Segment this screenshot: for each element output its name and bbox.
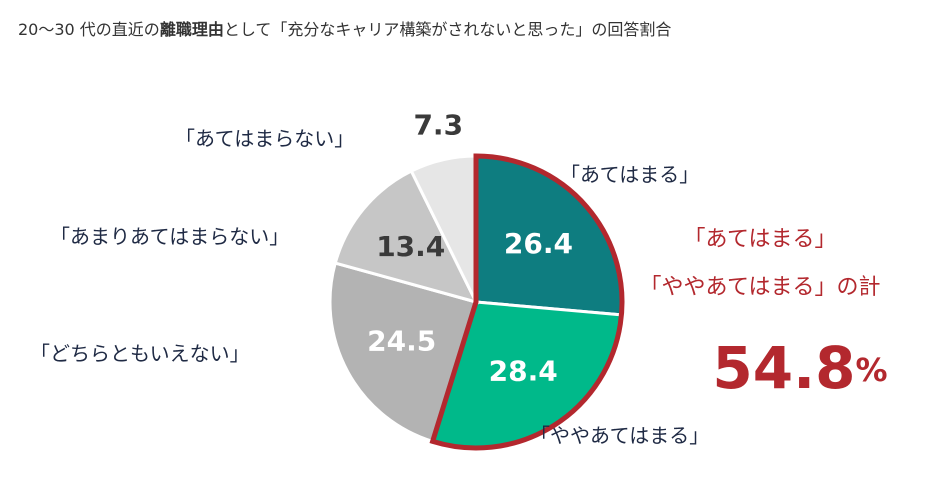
highlight-outline: [429, 153, 625, 451]
category-label: 「どちらともいえない」: [30, 342, 250, 366]
chart-title: 20〜30 代の直近の離職理由として「充分なキャリア構築がされないと思った」の回…: [18, 20, 671, 39]
category-label: 「ややあてはまる」: [530, 424, 709, 448]
pie-slice: [333, 169, 479, 305]
title-part: 離職理由: [160, 20, 224, 39]
category-label: 「あてはまらない」: [175, 127, 354, 151]
value-label: 13.4: [376, 230, 445, 263]
value-label: 7.3: [413, 108, 463, 141]
total-unit: %: [856, 351, 888, 389]
value-label: 24.5: [367, 325, 436, 358]
pie-slice: [328, 261, 478, 444]
annotation-line: 「あてはまる」: [683, 227, 836, 252]
value-label: 28.4: [489, 354, 558, 387]
annotation-line: 「ややあてはまる」の計: [639, 275, 880, 300]
title-part: として「充分なキャリア構築がされないと思った」の回答割合: [224, 20, 672, 39]
title-part: 20〜30 代の直近の: [18, 20, 160, 39]
total-value: 54.8: [712, 334, 855, 402]
value-label: 26.4: [504, 227, 573, 260]
category-label: 「あてはまる」: [560, 163, 699, 187]
annotation-total: 54.8%: [712, 334, 887, 402]
category-label: 「あまりあてはまらない」: [50, 225, 289, 249]
